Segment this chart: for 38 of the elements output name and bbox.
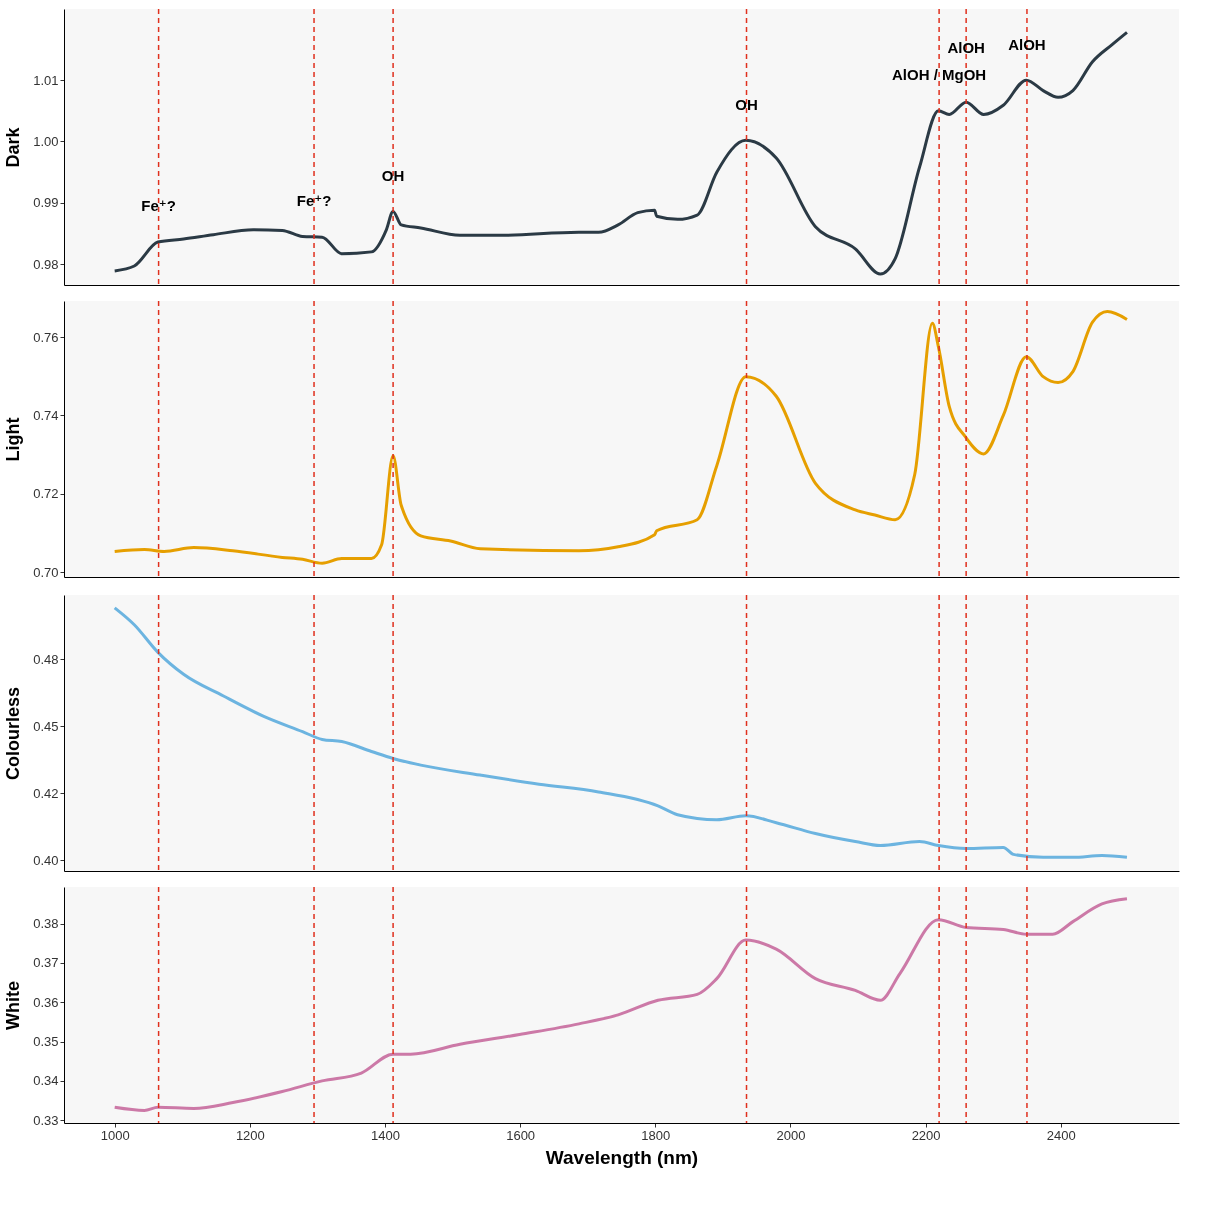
y-tick-label: 0.37 [33,955,59,971]
y-tick-label: 0.38 [33,916,59,932]
y-tick-label: 0.72 [33,486,59,502]
ref-line-label: OH [381,166,405,184]
y-tick-label: 0.48 [33,651,59,667]
ref-line-label: AlOH [947,38,985,56]
y-tick-label: 1.01 [33,72,59,88]
ref-line-label: OH [735,95,758,113]
x-tick-label: 1000 [100,1127,130,1143]
ref-line-label: AlOH [1008,35,1046,53]
y-tick-label: 0.74 [33,407,59,423]
ref-line-label: Fe⁺? [296,192,332,210]
x-tick-label: 1600 [506,1127,536,1143]
ref-line-label: Fe⁺? [141,197,176,215]
x-tick-label: 1400 [371,1127,400,1143]
x-tick-label: 1800 [641,1127,671,1143]
x-tick-label: 2000 [776,1127,806,1143]
y-tick-label: 0.36 [33,994,59,1010]
x-axis-title: Wavelength (nm) [545,1146,699,1168]
ref-line-label: AlOH / MgOH [892,66,987,84]
y-tick-label: 0.99 [33,195,59,211]
y-tick-label: 0.98 [33,256,59,272]
x-tick-label: 1200 [235,1127,265,1143]
x-tick-label: 2200 [911,1127,941,1143]
y-tick-label: 0.40 [33,852,59,868]
y-tick-label: 0.45 [33,718,59,734]
y-axis-title: Colourless [3,686,24,781]
y-tick-label: 0.42 [33,785,59,801]
y-tick-label: 0.35 [33,1034,59,1050]
y-tick-label: 0.33 [33,1112,59,1128]
y-axis-title: White [3,981,24,1030]
y-tick-label: 0.70 [33,564,59,580]
y-tick-label: 1.00 [33,133,59,149]
y-tick-label: 0.34 [33,1073,59,1089]
y-axis-title: Dark [3,126,24,168]
x-tick-label: 2400 [1046,1127,1076,1143]
y-axis-title: Light [3,417,24,462]
y-tick-label: 0.76 [33,329,59,345]
